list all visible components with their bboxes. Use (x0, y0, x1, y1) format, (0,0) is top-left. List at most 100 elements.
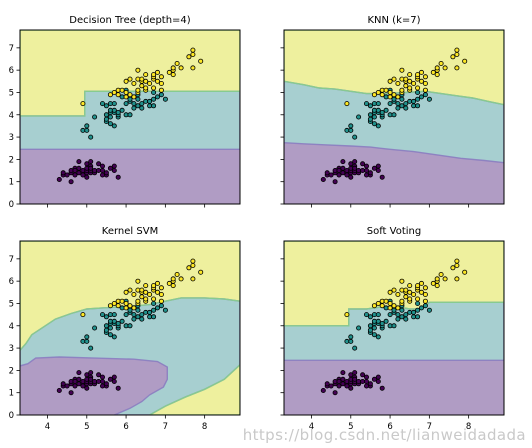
data-point-class-1 (119, 318, 125, 324)
data-point-class-2 (454, 258, 460, 264)
data-point-class-2 (387, 94, 393, 100)
data-point-class-0 (328, 172, 334, 178)
data-point-class-1 (147, 98, 153, 104)
data-point-class-2 (399, 67, 405, 73)
data-point-class-1 (348, 334, 354, 340)
data-point-class-1 (348, 123, 354, 129)
data-point-class-2 (123, 300, 129, 306)
data-point-class-2 (190, 52, 196, 58)
data-point-class-1 (379, 320, 385, 326)
data-point-class-2 (418, 289, 424, 295)
data-point-class-1 (367, 112, 373, 118)
data-point-class-2 (119, 298, 125, 304)
y-tick-label: 7 (9, 255, 14, 265)
data-point-class-1 (84, 127, 90, 133)
data-point-class-2 (123, 94, 129, 100)
data-point-class-1 (399, 307, 405, 313)
data-point-class-1 (88, 345, 94, 351)
data-point-class-0 (64, 172, 70, 178)
data-point-class-2 (422, 291, 428, 297)
data-point-class-1 (147, 103, 153, 109)
data-point-class-2 (170, 72, 176, 78)
data-point-class-1 (387, 101, 393, 107)
data-point-class-2 (119, 87, 125, 93)
data-point-class-0 (356, 378, 362, 384)
scatter-points (56, 258, 204, 396)
decision-region-class-1 (284, 81, 504, 163)
data-point-class-2 (454, 262, 460, 268)
data-point-class-1 (131, 105, 137, 111)
data-point-class-2 (422, 298, 428, 304)
data-point-class-2 (170, 283, 176, 289)
data-point-class-1 (127, 307, 133, 313)
data-point-class-2 (131, 94, 137, 100)
data-point-class-2 (135, 67, 141, 73)
data-point-class-1 (123, 312, 129, 318)
data-point-class-0 (84, 161, 90, 167)
data-point-class-1 (127, 112, 133, 118)
data-point-class-0 (68, 179, 74, 185)
data-point-class-2 (454, 47, 460, 53)
data-point-class-1 (135, 307, 141, 313)
data-point-class-0 (328, 383, 334, 389)
y-tick-label: 5 (9, 88, 14, 98)
data-point-class-2 (403, 83, 409, 89)
data-point-class-0 (375, 167, 381, 173)
data-point-class-1 (415, 103, 421, 109)
data-point-class-2 (154, 69, 160, 75)
data-point-class-2 (422, 285, 428, 291)
data-point-class-2 (375, 90, 381, 96)
decision-boundary (284, 241, 504, 327)
data-point-class-1 (135, 314, 141, 320)
y-tick-label: 6 (9, 277, 14, 287)
data-point-class-1 (92, 325, 98, 331)
data-point-class-1 (371, 121, 377, 127)
data-point-class-1 (103, 327, 109, 333)
data-point-class-0 (115, 174, 121, 180)
data-point-class-1 (103, 116, 109, 122)
data-point-class-2 (387, 305, 393, 311)
data-point-class-2 (442, 276, 448, 282)
data-point-class-2 (418, 280, 424, 286)
data-point-class-0 (356, 167, 362, 173)
data-point-class-0 (76, 376, 82, 382)
data-point-class-1 (158, 303, 164, 309)
data-point-class-2 (438, 61, 444, 67)
data-point-class-1 (387, 312, 393, 318)
data-point-class-1 (383, 94, 389, 100)
data-point-class-1 (84, 338, 90, 344)
data-point-class-2 (190, 276, 196, 282)
y-tick-label: 0 (9, 411, 14, 421)
data-point-class-0 (340, 159, 346, 165)
data-point-class-2 (434, 276, 440, 282)
data-point-class-2 (462, 269, 468, 275)
data-point-class-0 (80, 172, 86, 178)
data-point-class-0 (76, 381, 82, 387)
data-point-class-2 (135, 87, 141, 93)
data-point-class-0 (375, 163, 381, 169)
data-point-class-1 (391, 112, 397, 118)
data-point-class-0 (107, 165, 113, 171)
x-tick-label: 5 (348, 422, 353, 432)
data-point-class-0 (371, 165, 377, 171)
data-point-class-2 (415, 296, 421, 302)
data-point-class-2 (438, 271, 444, 277)
data-point-class-1 (399, 96, 405, 102)
y-tick-label: 2 (9, 366, 14, 376)
decision-region-class-2 (284, 30, 504, 105)
data-point-class-2 (151, 72, 157, 78)
data-point-class-1 (426, 96, 432, 102)
data-point-class-1 (399, 314, 405, 320)
data-point-class-1 (147, 314, 153, 320)
data-point-class-2 (190, 258, 196, 264)
data-point-class-1 (415, 300, 421, 306)
data-point-class-2 (403, 76, 409, 82)
data-point-class-2 (450, 265, 456, 271)
decision-boundary (148, 363, 240, 415)
data-point-class-0 (348, 372, 354, 378)
data-point-class-2 (131, 305, 137, 311)
data-point-class-0 (96, 372, 102, 378)
y-tick-label: 4 (9, 111, 14, 121)
data-point-class-2 (154, 280, 160, 286)
data-point-class-0 (64, 383, 70, 389)
